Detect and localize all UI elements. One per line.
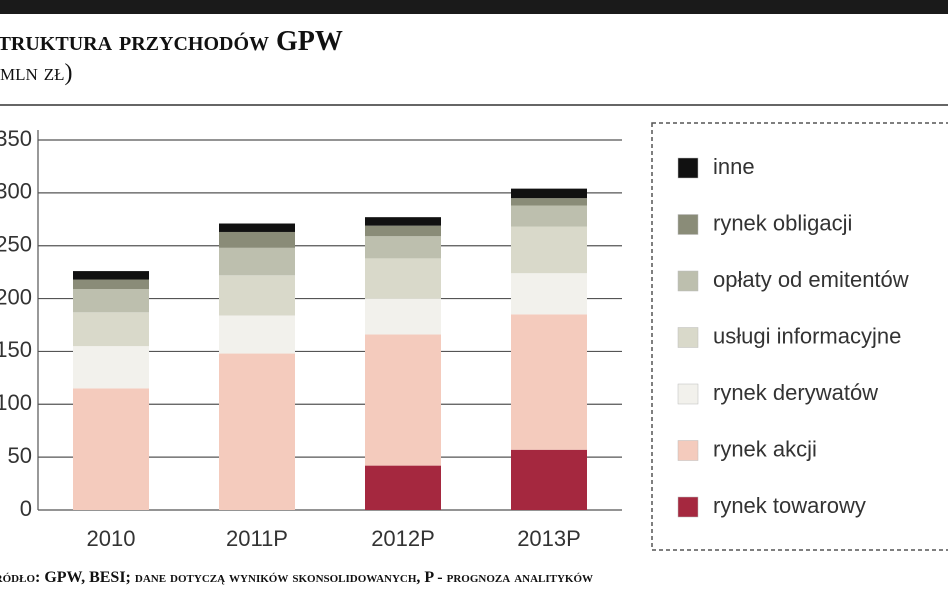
bar-segment	[219, 247, 295, 276]
chart-title: Struktura przychodów GPW	[0, 26, 343, 57]
bar-segment	[511, 205, 587, 227]
legend-swatch	[677, 270, 699, 292]
legend-swatch	[677, 327, 699, 348]
legend-label: rynek akcji	[713, 436, 817, 461]
bar-segment	[365, 298, 441, 335]
y-tick-label: 150	[0, 337, 32, 362]
bar-segment	[511, 314, 587, 450]
bar-segment	[219, 223, 295, 232]
legend-swatch	[677, 157, 699, 179]
source-note: Źródło: GPW, BESI; dane dotyczą wyników …	[0, 567, 593, 586]
bar-segment	[511, 273, 587, 315]
legend-label: rynek obligacji	[713, 210, 852, 235]
x-tick-label: 2011P	[226, 526, 288, 551]
y-tick-label: 0	[20, 496, 32, 521]
bar-segment	[511, 449, 587, 510]
bar-segment	[219, 353, 295, 510]
legend-swatch	[677, 214, 699, 235]
y-tick-label: 200	[0, 284, 32, 309]
legend-label: opłaty od emitentów	[713, 267, 909, 292]
bar-segment	[219, 275, 295, 316]
y-tick-label: 250	[0, 232, 32, 257]
legend-box	[651, 122, 948, 551]
y-tick-label: 50	[8, 443, 32, 468]
bar-segment	[511, 226, 587, 274]
bar-segment	[365, 236, 441, 259]
bar-segment	[365, 217, 441, 226]
legend-swatch	[677, 496, 699, 518]
bar-segment	[511, 198, 587, 206]
bar-segment	[73, 289, 149, 313]
y-tick-label: 300	[0, 179, 32, 204]
bar-segment	[73, 388, 149, 510]
bar-segment	[365, 334, 441, 466]
top-band	[0, 0, 948, 14]
bar-segment	[73, 312, 149, 347]
legend-label: rynek derywatów	[713, 380, 878, 405]
legend-swatch	[677, 440, 699, 461]
bar-segment	[73, 279, 149, 290]
bar-segment	[73, 271, 149, 280]
bar-segment	[73, 346, 149, 389]
x-tick-label: 2012P	[371, 526, 435, 551]
bar-segment	[219, 231, 295, 248]
bar-segment	[365, 225, 441, 237]
bar-segment	[511, 188, 587, 199]
bar-segment	[219, 315, 295, 354]
legend-label: rynek towarowy	[713, 493, 866, 518]
legend-label: usługi informacyjne	[713, 323, 901, 348]
bar-segment	[365, 258, 441, 299]
bar-segment	[365, 465, 441, 510]
y-tick-label: 100	[0, 390, 32, 415]
x-tick-label: 2010	[87, 526, 136, 551]
y-tick-label: 350	[0, 126, 32, 151]
x-tick-label: 2013P	[517, 526, 581, 551]
legend-label: inne	[713, 154, 755, 179]
chart-subtitle: (mln zł)	[0, 60, 73, 86]
legend-swatch	[677, 383, 699, 405]
